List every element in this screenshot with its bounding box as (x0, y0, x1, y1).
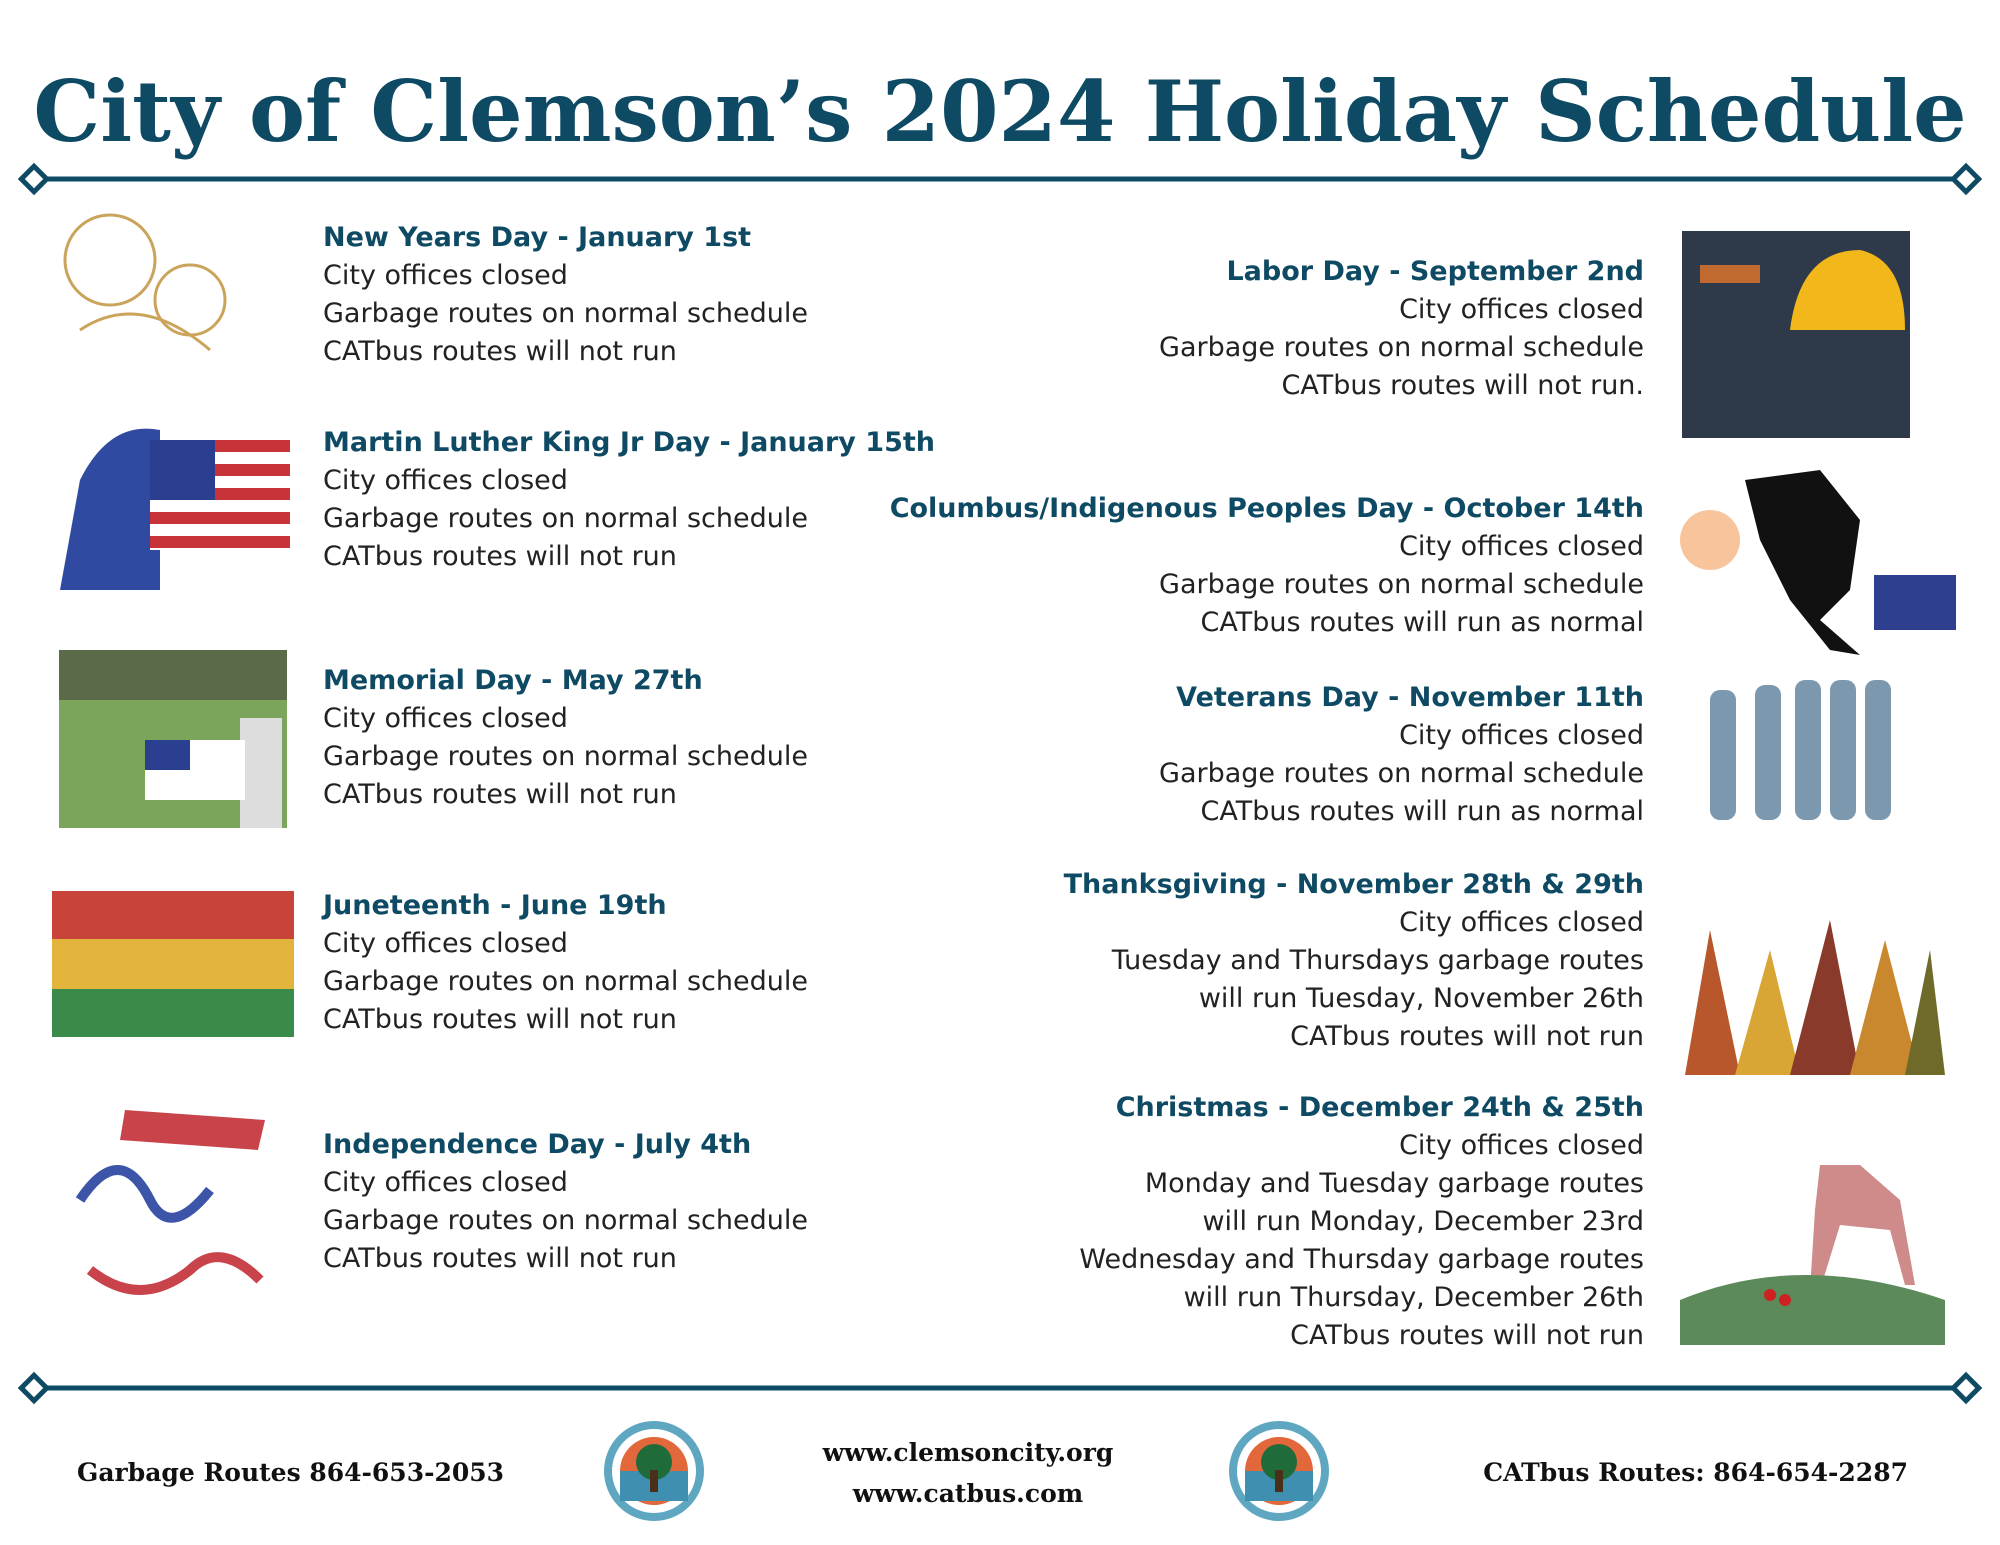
holiday-detail: Wednesday and Thursday garbage routes (1079, 1244, 1644, 1275)
holiday-name: Juneteenth - June 19th (323, 890, 667, 921)
holiday-detail: CATbus routes will not run (1290, 1021, 1644, 1052)
holiday-entry: New Years Day - January 1st City offices … (323, 219, 808, 371)
holiday-entry: Columbus/Indigenous Peoples Day - Octobe… (890, 490, 1644, 642)
holiday-detail: CATbus routes will run as normal (1200, 796, 1644, 827)
holiday-detail: City offices closed (323, 928, 568, 959)
holiday-detail: City offices closed (323, 465, 568, 496)
holiday-detail: CATbus routes will not run. (1281, 370, 1644, 401)
holiday-detail: Garbage routes on normal schedule (323, 503, 808, 534)
juneteenth-image (52, 891, 294, 1037)
new-year-image (63, 213, 227, 352)
holiday-detail: CATbus routes will not run (323, 541, 677, 572)
title: City of Clemson’s 2024 Holiday Schedule (33, 62, 1967, 161)
holiday-name: Veterans Day - November 11th (1176, 682, 1644, 713)
holiday-entry: Veterans Day - November 11th City offices… (1159, 679, 1644, 831)
holiday-detail: Garbage routes on normal schedule (1159, 758, 1644, 789)
holiday-detail: CATbus routes will not run (1290, 1320, 1644, 1351)
holiday-detail: Garbage routes on normal schedule (323, 1205, 808, 1236)
holiday-entry: Labor Day - September 2nd City offices cl… (1159, 253, 1644, 405)
holiday-detail: will run Monday, December 23rd (1202, 1206, 1644, 1237)
holiday-detail: City offices closed (1399, 1130, 1644, 1161)
holiday-detail: Garbage routes on normal schedule (323, 741, 808, 772)
holiday-detail: City offices closed (323, 260, 568, 291)
logo (1229, 1421, 1329, 1521)
holiday-entry: Juneteenth - June 19th City offices close… (323, 887, 808, 1039)
holiday-detail: will run Tuesday, November 26th (1198, 983, 1644, 1014)
holiday-detail: Tuesday and Thursdays garbage routes (1111, 945, 1644, 976)
holiday-detail: CATbus routes will not run (323, 1243, 677, 1274)
thanksgiving-image (1685, 920, 1945, 1075)
holiday-detail: CATbus routes will not run (323, 779, 677, 810)
christmas-image (1680, 1165, 1945, 1345)
holiday-detail: CATbus routes will run as normal (1200, 607, 1644, 638)
holiday-name: Christmas - December 24th & 25th (1115, 1092, 1644, 1123)
holiday-entry: Thanksgiving - November 28th & 29th City … (1064, 866, 1644, 1056)
holiday-entry: Independence Day - July 4th City offices … (323, 1126, 808, 1278)
website: www.clemsoncity.org (822, 1438, 1114, 1467)
holiday-name: Independence Day - July 4th (323, 1129, 752, 1160)
july-4th-image (75, 1110, 265, 1295)
holiday-detail: will run Thursday, December 26th (1183, 1282, 1644, 1313)
veterans-day-image (1710, 680, 1891, 820)
holiday-detail: Garbage routes on normal schedule (323, 298, 808, 329)
holiday-detail: City offices closed (323, 1167, 568, 1198)
website: www.catbus.com (852, 1479, 1084, 1508)
catbus-phone: CATbus Routes: 864-654-2287 (1483, 1458, 1908, 1487)
divider-top (17, 162, 1983, 196)
holiday-name: Martin Luther King Jr Day - January 15th (323, 427, 936, 458)
holiday-detail: Monday and Tuesday garbage routes (1144, 1168, 1644, 1199)
holiday-detail: Garbage routes on normal schedule (1159, 569, 1644, 600)
holiday-detail: City offices closed (323, 703, 568, 734)
holiday-detail: CATbus routes will not run (323, 336, 677, 367)
holiday-name: Columbus/Indigenous Peoples Day - Octobe… (889, 493, 1644, 524)
garbage-phone: Garbage Routes 864-653-2053 (77, 1458, 505, 1487)
holiday-entry: Christmas - December 24th & 25th City off… (1079, 1089, 1644, 1355)
holiday-detail: Garbage routes on normal schedule (1159, 332, 1644, 363)
holiday-entry: Martin Luther King Jr Day - January 15th… (323, 424, 935, 576)
memorial-image (59, 650, 287, 828)
holiday-name: Thanksgiving - November 28th & 29th (1063, 869, 1644, 900)
mlk-image (60, 428, 290, 590)
holiday-detail: City offices closed (1399, 907, 1644, 938)
holiday-name: Memorial Day - May 27th (323, 665, 703, 696)
logo (604, 1421, 704, 1521)
holiday-name: Labor Day - September 2nd (1226, 256, 1644, 287)
holiday-entry: Memorial Day - May 27th City offices clos… (323, 662, 808, 814)
columbus-day-image (1680, 470, 1956, 655)
holiday-detail: City offices closed (1399, 720, 1644, 751)
holiday-name: New Years Day - January 1st (323, 222, 752, 253)
holiday-detail: Garbage routes on normal schedule (323, 966, 808, 997)
labor-day-image (1682, 231, 1910, 438)
holiday-detail: City offices closed (1399, 294, 1644, 325)
holiday-detail: City offices closed (1399, 531, 1644, 562)
holiday-detail: CATbus routes will not run (323, 1004, 677, 1035)
divider-bottom (17, 1371, 1983, 1405)
